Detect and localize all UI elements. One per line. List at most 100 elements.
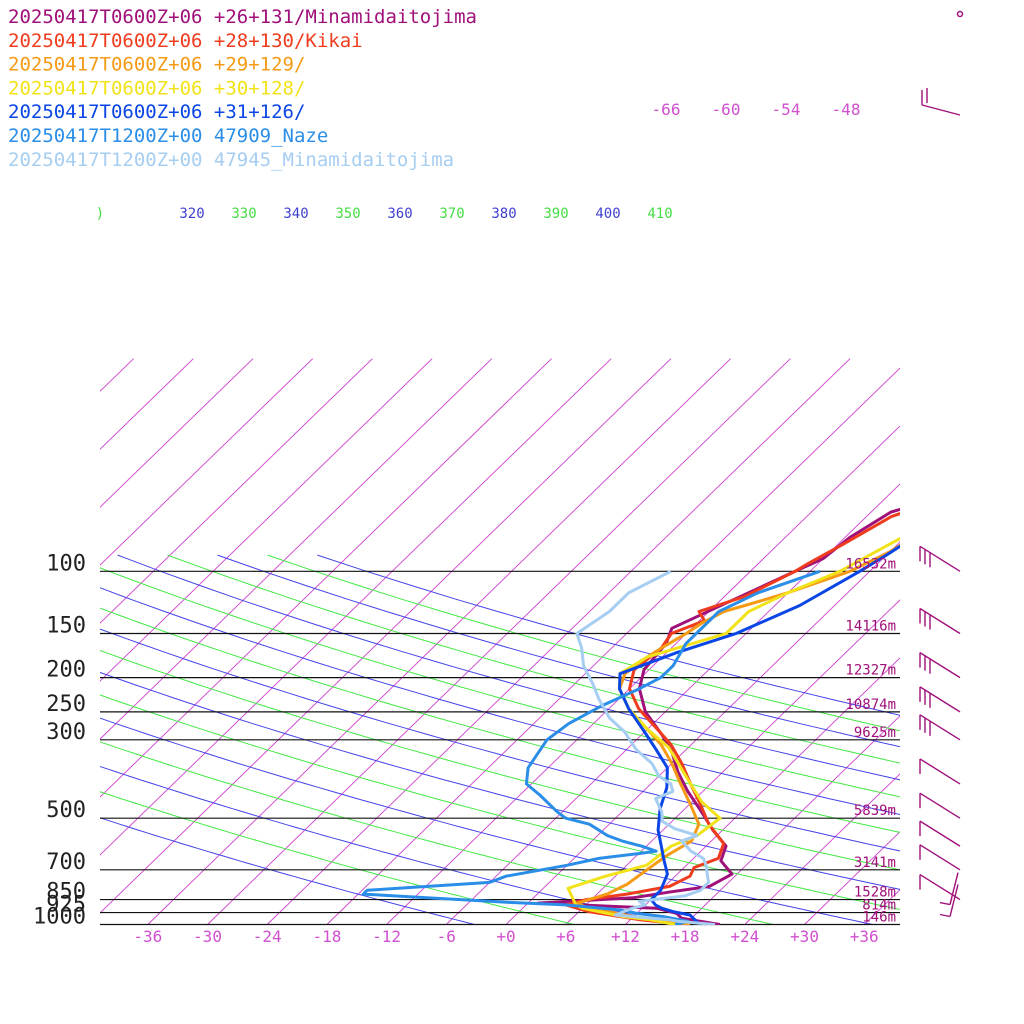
pressure-level-label: 250	[46, 692, 86, 717]
wind-barb-icon	[919, 758, 961, 785]
theta-label: 370	[439, 206, 464, 222]
isotherm-line	[565, 599, 900, 925]
wind-barb-icon	[921, 88, 961, 116]
sounding-profile-line	[564, 512, 900, 925]
temperature-tick-label: +12	[611, 927, 640, 946]
isotherm-line	[100, 358, 254, 508]
geopotential-height-label: 146m	[862, 910, 896, 926]
background-lines	[0, 358, 1024, 925]
legend-entry: 20250417T0600Z+06 +26+131/Minamidaitojim…	[8, 6, 477, 28]
temperature-tick-label: +24	[730, 927, 759, 946]
upper-isotherm-label: -54	[772, 100, 801, 119]
temperature-tick-label: -18	[312, 927, 341, 946]
isobars	[100, 570, 900, 926]
isotherm-line	[386, 425, 900, 925]
isotherm-line	[100, 358, 314, 566]
pressure-level-label: 200	[46, 658, 86, 683]
temperature-tick-label: -6	[437, 927, 456, 946]
pressure-level-label: 100	[46, 551, 86, 576]
upper-isotherm-label: -48	[832, 100, 861, 119]
geopotential-height-label: 9625m	[854, 725, 896, 741]
wind-barb-icon	[919, 607, 961, 635]
upper-isotherm-label: -60	[712, 100, 741, 119]
isotherm-line	[984, 359, 1024, 925]
pressure-level-label: 850	[46, 880, 86, 905]
sounding-profile-line	[575, 569, 716, 925]
wind-barb-icon	[919, 820, 961, 847]
pressure-level-label: 1000	[33, 905, 86, 930]
geopotential-height-label: 1528m	[854, 885, 896, 901]
theta-label: 390	[543, 206, 568, 222]
isotherm-line	[100, 358, 493, 740]
isotherm-line	[0, 359, 74, 925]
pressure-level-label: 300	[46, 720, 86, 745]
geopotential-height-label: 10874m	[845, 697, 896, 713]
wind-barb-icon	[919, 792, 961, 819]
theta-label: 360	[387, 206, 412, 222]
legend-entry: 20250417T0600Z+06 +29+129/	[8, 54, 305, 76]
pressure-level-label: 150	[46, 613, 86, 638]
wind-barb-icon	[939, 884, 959, 918]
pressure-level-label: 925	[46, 893, 86, 918]
theta-label: 400	[595, 206, 620, 222]
isotherm-line	[0, 359, 14, 925]
isotherm-line	[863, 889, 900, 925]
geopotential-height-label: 12327m	[845, 663, 896, 679]
isotherm-line	[100, 358, 552, 798]
isotherm-line	[804, 831, 900, 925]
temperature-tick-label: +18	[671, 927, 700, 946]
dry-adiabat-line	[100, 587, 900, 815]
theta-label: 330	[231, 206, 256, 222]
temperature-tick-label: -36	[133, 927, 162, 946]
wind-barb-icon	[919, 652, 961, 679]
theta-label: 350	[335, 206, 360, 222]
legend-entry: 20250417T0600Z+06 +30+128/	[8, 77, 305, 99]
temperature-tick-label: +30	[790, 927, 819, 946]
mixing-ratio-labels: -66 -60 -54 -48	[652, 100, 861, 119]
isotherm-line	[505, 541, 900, 925]
upper-isotherm-label: -66	[652, 100, 681, 119]
dry-adiabat-line	[100, 791, 579, 925]
isotherm-line	[100, 358, 373, 624]
geopotential-height-label: 5839m	[854, 803, 896, 819]
theta-label: 410	[647, 206, 672, 222]
sounding-profile-line	[576, 543, 900, 925]
sounding-profile-line	[566, 536, 900, 925]
station-marker-icon	[956, 10, 964, 18]
geopotential-height-label: 16532m	[845, 556, 896, 572]
legend-entry: 20250417T1200Z+00 47909_Naze	[8, 125, 328, 147]
geopotential-height-label: 14116m	[845, 618, 896, 634]
isotherm-line	[266, 358, 851, 925]
pressure-level-label: 500	[46, 798, 86, 823]
sounding-profiles	[361, 507, 900, 925]
wind-barb-icon	[919, 686, 961, 713]
height-labels: 16532m 14116m 12327m 10874m 9625m 5839m 3141m 1…	[845, 556, 896, 925]
wind-barb-icon	[939, 872, 959, 906]
isotherm-line	[326, 367, 900, 925]
sounding-profile-line	[361, 569, 821, 925]
isotherm-line	[147, 358, 731, 925]
theta-label: )	[96, 206, 104, 222]
legend: 20250417T0600Z+06 +26+131/Minamidaitojim…	[8, 6, 477, 171]
isotherm-line	[100, 358, 612, 856]
sounding-profile-line	[536, 507, 900, 925]
temperature-tick-label: -24	[253, 927, 282, 946]
dry-adiabat-line	[100, 817, 479, 925]
sounding-profile-line	[618, 544, 900, 925]
isotherm-line	[100, 358, 134, 392]
theta-label: 340	[283, 206, 308, 222]
legend-entry: 20250417T0600Z+06 +28+130/Kikai	[8, 30, 363, 52]
isotherm-line	[100, 358, 672, 914]
legend-entry: 20250417T0600Z+06 +31+126/	[8, 101, 305, 123]
isotherm-line	[445, 483, 900, 925]
theta-label: 320	[179, 206, 204, 222]
temperature-tick-label: +6	[556, 927, 575, 946]
dry-adiabat-line	[100, 717, 878, 925]
temperature-tick-label: +0	[496, 927, 515, 946]
dry-adiabat-line	[167, 554, 900, 764]
theta-label: 380	[491, 206, 516, 222]
wind-barb-icon	[919, 873, 961, 901]
isotherm-line	[744, 773, 900, 925]
dry-adiabat-line	[100, 741, 778, 925]
